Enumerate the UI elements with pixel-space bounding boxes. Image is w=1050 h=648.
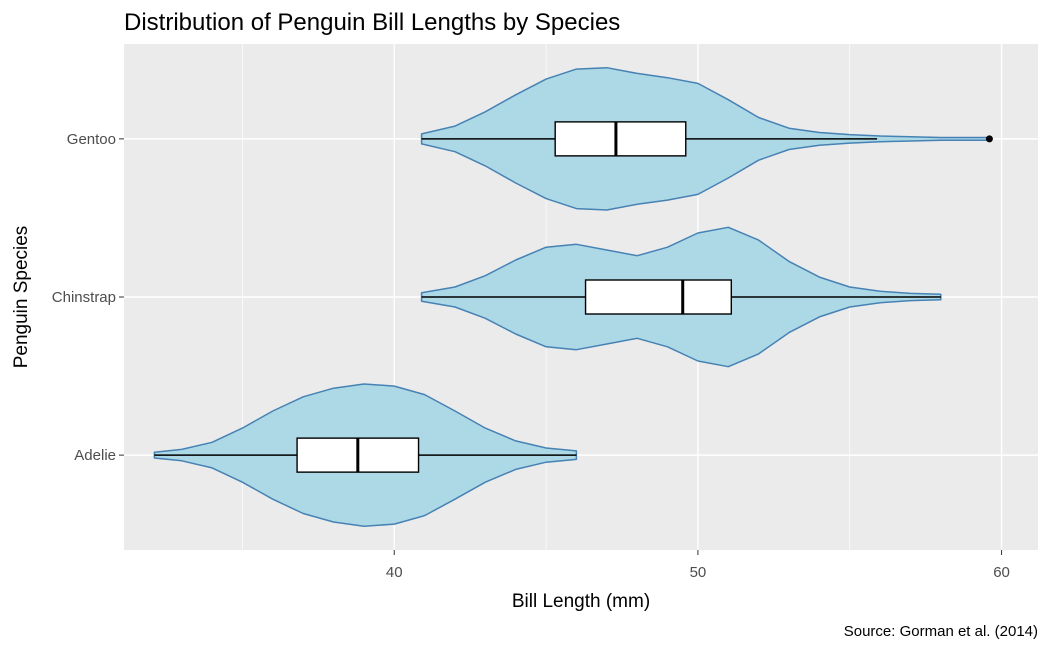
violins: [153, 66, 993, 528]
box-gentoo: [554, 121, 687, 157]
y-axis-title: Penguin Species: [11, 226, 32, 369]
box-chinstrap: [584, 279, 733, 315]
y-tick-label: Chinstrap: [52, 289, 116, 306]
outlier-point-gentoo: [985, 135, 993, 143]
y-tick-label: Gentoo: [67, 131, 116, 148]
x-tick-label: 50: [690, 564, 707, 581]
chart-caption: Source: Gorman et al. (2014): [844, 623, 1038, 640]
x-axis-ticks: 40 50 60: [386, 550, 1010, 581]
chart-title: Distribution of Penguin Bill Lengths by …: [124, 9, 620, 36]
x-tick-label: 60: [993, 564, 1010, 581]
y-tick-label: Adelie: [74, 447, 116, 464]
x-tick-label: 40: [386, 564, 403, 581]
y-axis-ticks: Adelie Chinstrap Gentoo: [52, 131, 124, 464]
x-axis-title: Bill Length (mm): [512, 591, 650, 612]
